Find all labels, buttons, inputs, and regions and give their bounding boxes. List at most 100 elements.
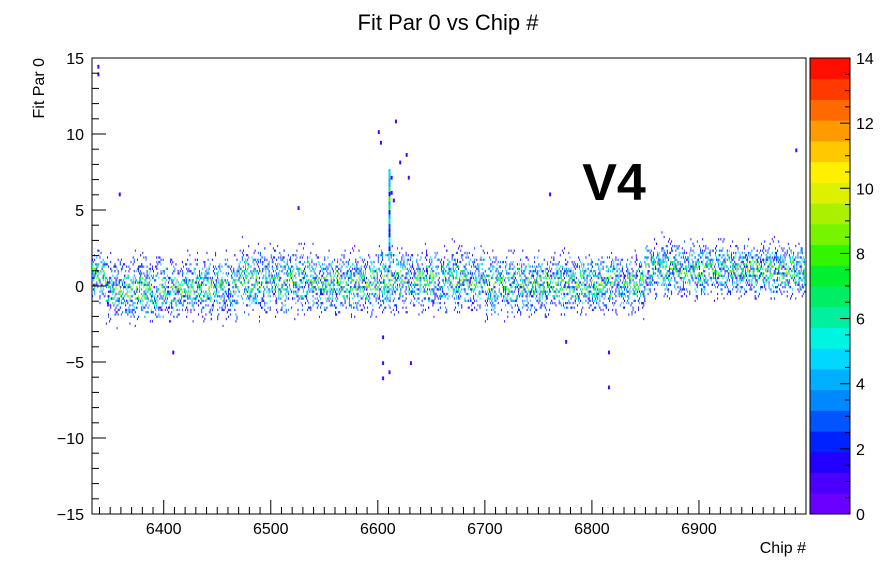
- heatmap-cell: [118, 308, 120, 312]
- heatmap-cell: [467, 256, 469, 259]
- heatmap-cell: [368, 254, 370, 257]
- heatmap-cell: [462, 281, 464, 284]
- heatmap-cell: [432, 288, 434, 291]
- heatmap-cell: [455, 265, 457, 268]
- heatmap-cell: [434, 281, 436, 284]
- heatmap-cell: [175, 299, 177, 302]
- heatmap-cell: [269, 299, 271, 302]
- heatmap-cell: [479, 263, 481, 266]
- heatmap-cell: [418, 267, 420, 271]
- heatmap-cell: [251, 290, 253, 293]
- heatmap-cell: [265, 274, 267, 277]
- heatmap-cell: [169, 304, 171, 307]
- heatmap-cell: [134, 276, 136, 280]
- heatmap-cell: [579, 265, 581, 268]
- heatmap-cell: [313, 290, 315, 293]
- heatmap-cell: [172, 281, 174, 284]
- heatmap-cell: [537, 299, 539, 302]
- heatmap-cell: [473, 260, 475, 264]
- heatmap-cell: [447, 272, 449, 275]
- heatmap-cell: [215, 279, 217, 282]
- heatmap-cell: [125, 274, 127, 277]
- heatmap-cell: [533, 281, 534, 284]
- heatmap-cell: [432, 265, 434, 268]
- heatmap-cell: [171, 279, 173, 282]
- heatmap-cell: [232, 272, 234, 275]
- heatmap-cell: [125, 301, 127, 305]
- heatmap-cell: [368, 295, 370, 298]
- heatmap-cell: [586, 295, 588, 298]
- heatmap-cell: [98, 263, 100, 266]
- heatmap-cell: [440, 267, 442, 271]
- heatmap-cell: [282, 256, 284, 259]
- heatmap-cell: [492, 265, 494, 268]
- heatmap-cell: [598, 304, 600, 307]
- heatmap-cell: [330, 263, 332, 266]
- heatmap-cell: [507, 315, 509, 318]
- heatmap-cell: [330, 265, 332, 268]
- heatmap-cell: [465, 279, 467, 282]
- heatmap-cell: [580, 260, 582, 264]
- heatmap-cell: [390, 272, 392, 275]
- heatmap-cell: [302, 270, 304, 273]
- heatmap-cell: [171, 301, 173, 305]
- heatmap-cell: [370, 260, 372, 264]
- heatmap-cell: [118, 283, 120, 286]
- heatmap-cell: [216, 288, 218, 291]
- heatmap-cell: [362, 274, 364, 277]
- heatmap-cell: [411, 292, 412, 296]
- heatmap-cell: [271, 267, 273, 271]
- heatmap-cell: [564, 272, 566, 275]
- heatmap-cell: [586, 286, 588, 289]
- heatmap-cell: [490, 295, 492, 298]
- heatmap-cell: [495, 267, 497, 271]
- heatmap-cell: [103, 270, 105, 273]
- heatmap-cell: [230, 308, 232, 312]
- heatmap-cell: [138, 267, 139, 271]
- heatmap-cell: [525, 290, 527, 293]
- heatmap-cell: [511, 286, 513, 289]
- heatmap-cell: [516, 297, 518, 300]
- heatmap-cell: [408, 288, 410, 291]
- heatmap-cell: [560, 272, 562, 275]
- heatmap-cell: [572, 295, 574, 298]
- heatmap-cell: [253, 299, 255, 302]
- heatmap-cell: [131, 311, 133, 314]
- heatmap-cell: [568, 279, 570, 282]
- heatmap-cell: [155, 274, 157, 277]
- heatmap-cell: [453, 308, 455, 312]
- heatmap-cell: [510, 304, 512, 307]
- heatmap-cell: [531, 288, 533, 291]
- heatmap-cell: [130, 279, 132, 282]
- heatmap-cell: [378, 288, 380, 291]
- heatmap-cell: [458, 267, 460, 271]
- heatmap-cell: [230, 267, 232, 271]
- heatmap-cell: [590, 290, 592, 293]
- heatmap-cell: [195, 276, 197, 280]
- heatmap-cell: [476, 281, 478, 284]
- heatmap-cell: [575, 286, 577, 289]
- heatmap-cell: [590, 270, 592, 273]
- heatmap-cell: [401, 279, 403, 282]
- heatmap-cell: [286, 263, 288, 266]
- heatmap-cell: [439, 301, 441, 305]
- heatmap-cell: [191, 304, 193, 307]
- heatmap-cell: [117, 304, 119, 307]
- heatmap-cell: [430, 276, 432, 280]
- heatmap-cell: [333, 288, 335, 291]
- heatmap-cell: [244, 260, 245, 264]
- heatmap-cell: [581, 308, 583, 312]
- heatmap-cell: [251, 272, 253, 275]
- heatmap-cell: [582, 306, 584, 309]
- heatmap-cell: [168, 290, 169, 293]
- heatmap-cell: [597, 263, 599, 266]
- heatmap-cell: [358, 299, 360, 302]
- heatmap-cell: [317, 276, 319, 280]
- heatmap-cell: [506, 288, 508, 291]
- heatmap-cell: [446, 311, 448, 314]
- heatmap-cell: [510, 290, 512, 293]
- heatmap-cell: [388, 286, 390, 289]
- heatmap-cell: [114, 295, 116, 298]
- heatmap-cell: [579, 295, 581, 298]
- heatmap-cell: [191, 272, 193, 275]
